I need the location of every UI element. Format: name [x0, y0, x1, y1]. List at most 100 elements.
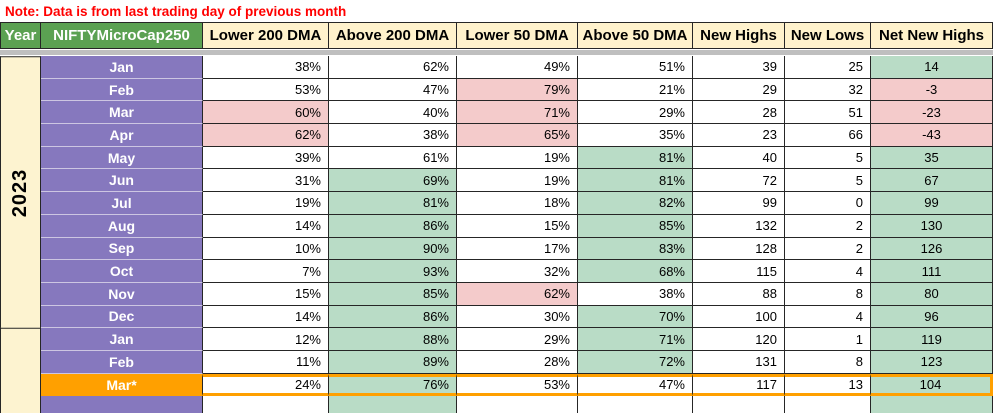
data-cell[interactable]: 65% [457, 124, 578, 147]
partial-month-cell[interactable] [41, 396, 203, 413]
data-cell[interactable]: 51 [785, 101, 871, 125]
data-cell[interactable]: 81% [329, 192, 457, 215]
data-cell[interactable]: 29 [693, 78, 785, 102]
data-cell[interactable]: 39 [693, 56, 785, 79]
data-cell[interactable]: 35 [871, 146, 993, 170]
data-cell[interactable]: 99 [693, 192, 785, 215]
data-cell[interactable]: 99 [871, 192, 993, 215]
data-cell[interactable]: 14% [203, 214, 329, 238]
month-cell[interactable]: Feb [41, 350, 203, 374]
data-cell[interactable]: 93% [329, 260, 457, 283]
data-cell[interactable]: 15% [203, 282, 329, 306]
partial-data-cell[interactable] [871, 396, 993, 413]
data-cell[interactable]: 81% [578, 146, 693, 170]
year-cell[interactable]: 2023 [0, 56, 41, 329]
data-cell[interactable]: 4 [785, 260, 871, 283]
partial-data-cell[interactable] [329, 396, 457, 413]
data-cell[interactable]: 117 [693, 373, 785, 397]
partial-data-cell[interactable] [578, 396, 693, 413]
data-cell[interactable]: 24% [203, 373, 329, 397]
data-cell[interactable]: 0 [785, 192, 871, 215]
header-net-new-highs[interactable]: Net New Highs [871, 23, 993, 49]
month-cell[interactable]: Apr [41, 124, 203, 147]
data-cell[interactable]: 29% [457, 328, 578, 351]
data-cell[interactable]: 131 [693, 350, 785, 374]
data-cell[interactable]: 32 [785, 78, 871, 102]
month-cell[interactable]: Jan [41, 56, 203, 79]
data-cell[interactable]: 60% [203, 101, 329, 125]
partial-data-cell[interactable] [457, 396, 578, 413]
data-cell[interactable]: 85% [578, 214, 693, 238]
partial-data-cell[interactable] [785, 396, 871, 413]
data-cell[interactable]: 21% [578, 78, 693, 102]
data-cell[interactable]: 128 [693, 237, 785, 261]
month-cell[interactable]: Jan [41, 328, 203, 351]
month-cell[interactable]: Mar [41, 101, 203, 125]
month-cell[interactable]: Nov [41, 282, 203, 306]
month-cell[interactable]: Oct [41, 260, 203, 283]
data-cell[interactable]: 30% [457, 305, 578, 329]
data-cell[interactable]: 115 [693, 260, 785, 283]
data-cell[interactable]: 15% [457, 214, 578, 238]
data-cell[interactable]: 40% [329, 101, 457, 125]
data-cell[interactable]: 96 [871, 305, 993, 329]
data-cell[interactable]: 4 [785, 305, 871, 329]
data-cell[interactable]: 38% [329, 124, 457, 147]
data-cell[interactable]: 38% [578, 282, 693, 306]
data-cell[interactable]: 79% [457, 78, 578, 102]
data-cell[interactable]: -43 [871, 124, 993, 147]
data-cell[interactable]: 11% [203, 350, 329, 374]
data-cell[interactable]: 38% [203, 56, 329, 79]
data-cell[interactable]: -3 [871, 78, 993, 102]
month-cell[interactable]: Mar* [41, 373, 203, 397]
month-cell[interactable]: Sep [41, 237, 203, 261]
data-cell[interactable]: 39% [203, 146, 329, 170]
data-cell[interactable]: 8 [785, 282, 871, 306]
data-cell[interactable]: 62% [203, 124, 329, 147]
data-cell[interactable]: 66 [785, 124, 871, 147]
data-cell[interactable]: 90% [329, 237, 457, 261]
data-cell[interactable]: 35% [578, 124, 693, 147]
data-cell[interactable]: 68% [578, 260, 693, 283]
data-cell[interactable]: 47% [329, 78, 457, 102]
data-cell[interactable]: 67 [871, 169, 993, 193]
data-cell[interactable]: 32% [457, 260, 578, 283]
data-cell[interactable]: 85% [329, 282, 457, 306]
data-cell[interactable]: 19% [457, 169, 578, 193]
data-cell[interactable]: 2 [785, 214, 871, 238]
data-cell[interactable]: 100 [693, 305, 785, 329]
data-cell[interactable]: 71% [457, 101, 578, 125]
data-cell[interactable]: 71% [578, 328, 693, 351]
month-cell[interactable]: Jun [41, 169, 203, 193]
data-cell[interactable]: 83% [578, 237, 693, 261]
data-cell[interactable]: 18% [457, 192, 578, 215]
data-cell[interactable]: 17% [457, 237, 578, 261]
data-cell[interactable]: 69% [329, 169, 457, 193]
data-cell[interactable]: 61% [329, 146, 457, 170]
data-cell[interactable]: 132 [693, 214, 785, 238]
data-cell[interactable]: 111 [871, 260, 993, 283]
header-new-lows[interactable]: New Lows [785, 23, 871, 49]
header-above-200-dma[interactable]: Above 200 DMA [329, 23, 457, 49]
data-cell[interactable]: 80 [871, 282, 993, 306]
data-cell[interactable]: 89% [329, 350, 457, 374]
data-cell[interactable]: 70% [578, 305, 693, 329]
month-cell[interactable]: Dec [41, 305, 203, 329]
data-cell[interactable]: 51% [578, 56, 693, 79]
month-cell[interactable]: Feb [41, 78, 203, 102]
data-cell[interactable]: 14 [871, 56, 993, 79]
header-index-name[interactable]: NIFTYMicroCap250 [41, 23, 203, 49]
data-cell[interactable]: 19% [203, 192, 329, 215]
data-cell[interactable]: 5 [785, 146, 871, 170]
data-cell[interactable]: 23 [693, 124, 785, 147]
data-cell[interactable]: 72 [693, 169, 785, 193]
header-lower-200-dma[interactable]: Lower 200 DMA [203, 23, 329, 49]
data-cell[interactable]: 86% [329, 214, 457, 238]
data-cell[interactable]: 62% [329, 56, 457, 79]
data-cell[interactable]: 88 [693, 282, 785, 306]
header-above-50-dma[interactable]: Above 50 DMA [578, 23, 693, 49]
data-cell[interactable]: 28 [693, 101, 785, 125]
data-cell[interactable]: 81% [578, 169, 693, 193]
data-cell[interactable]: 31% [203, 169, 329, 193]
data-cell[interactable]: 25 [785, 56, 871, 79]
